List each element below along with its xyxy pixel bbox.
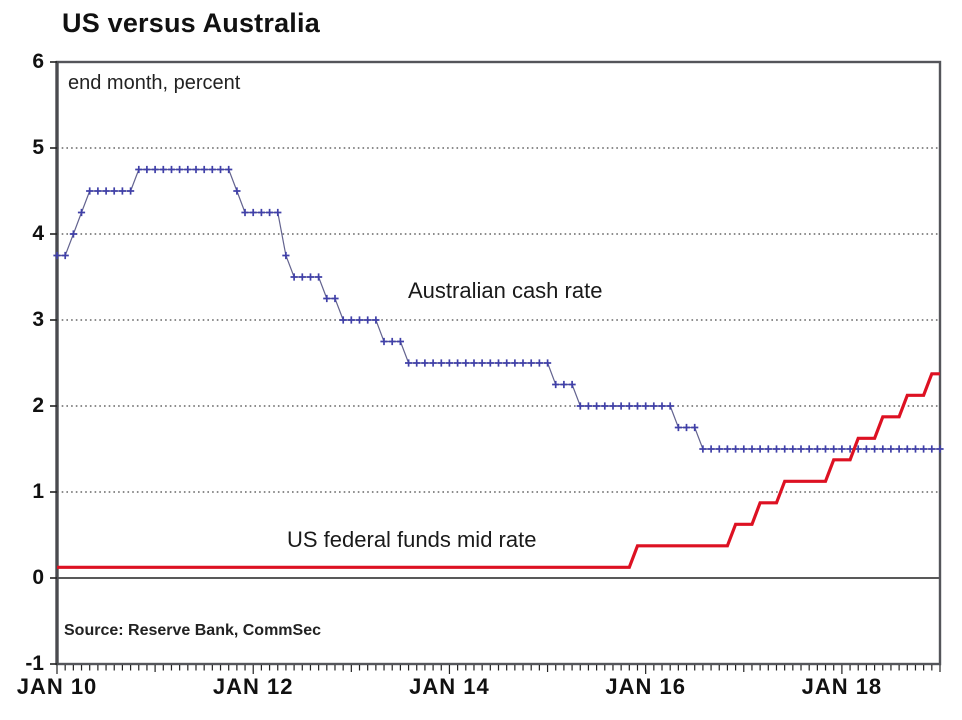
y-axis-label: 1 [32,480,44,503]
series-line [57,168,940,450]
x-axis-label: JAN 12 [212,674,294,699]
y-axis-label: 5 [32,136,44,159]
series-us-federal-funds-mid-rate [57,372,940,569]
x-axis-ticks [56,665,941,674]
gridlines [57,147,940,493]
y-axis-label: 2 [32,394,44,417]
x-axis-label: JAN 14 [409,674,490,699]
x-axis-label: JAN 18 [801,674,883,699]
annotation-us-federal-funds-mid-rate: US federal funds mid rate [287,527,537,552]
annotation-australian-cash-rate: Australian cash rate [408,278,603,303]
series-australian-cash-rate [53,165,944,453]
series-line [57,372,940,569]
y-axis-label: 3 [32,308,44,331]
y-axis-label: -1 [25,652,44,675]
y-axis-ticks [50,61,57,665]
y-axis-label: 6 [32,50,44,73]
x-axis-label: JAN 10 [16,674,98,699]
series-markers [53,165,944,453]
source-note: Source: Reserve Bank, CommSec [64,622,321,639]
y-axis-label: 0 [32,566,44,589]
x-axis-label: JAN 16 [605,674,686,699]
chart-title: US versus Australia [62,8,320,38]
plot-note: end month, percent [68,72,241,94]
y-axis-label: 4 [32,222,44,245]
